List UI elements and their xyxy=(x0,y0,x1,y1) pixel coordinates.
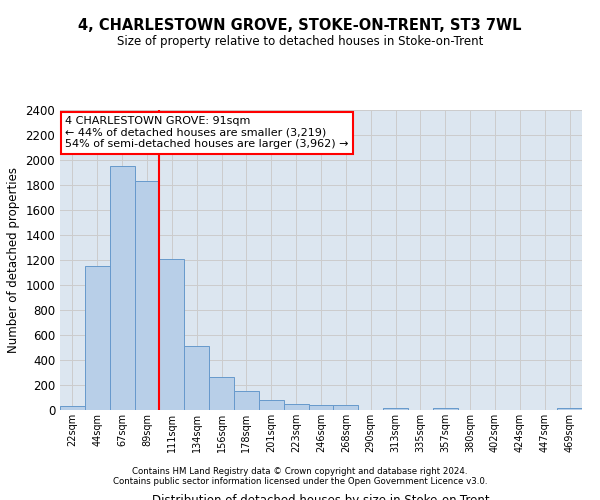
Bar xyxy=(284,404,308,410)
Bar xyxy=(110,166,134,410)
Bar xyxy=(308,405,334,410)
Bar xyxy=(383,408,408,410)
Bar xyxy=(209,377,234,410)
Bar xyxy=(433,408,458,410)
Text: Contains public sector information licensed under the Open Government Licence v3: Contains public sector information licen… xyxy=(113,477,487,486)
Text: Contains HM Land Registry data © Crown copyright and database right 2024.: Contains HM Land Registry data © Crown c… xyxy=(132,467,468,476)
Y-axis label: Number of detached properties: Number of detached properties xyxy=(7,167,20,353)
Bar xyxy=(85,266,110,410)
Bar xyxy=(234,390,259,410)
Bar xyxy=(557,408,582,410)
Text: Size of property relative to detached houses in Stoke-on-Trent: Size of property relative to detached ho… xyxy=(117,35,483,48)
Bar xyxy=(60,406,85,410)
Bar xyxy=(334,405,358,410)
Text: 4 CHARLESTOWN GROVE: 91sqm
← 44% of detached houses are smaller (3,219)
54% of s: 4 CHARLESTOWN GROVE: 91sqm ← 44% of deta… xyxy=(65,116,349,149)
Bar xyxy=(134,181,160,410)
Bar xyxy=(160,259,184,410)
X-axis label: Distribution of detached houses by size in Stoke-on-Trent: Distribution of detached houses by size … xyxy=(152,494,490,500)
Bar xyxy=(259,400,284,410)
Bar xyxy=(184,346,209,410)
Text: 4, CHARLESTOWN GROVE, STOKE-ON-TRENT, ST3 7WL: 4, CHARLESTOWN GROVE, STOKE-ON-TRENT, ST… xyxy=(78,18,522,32)
